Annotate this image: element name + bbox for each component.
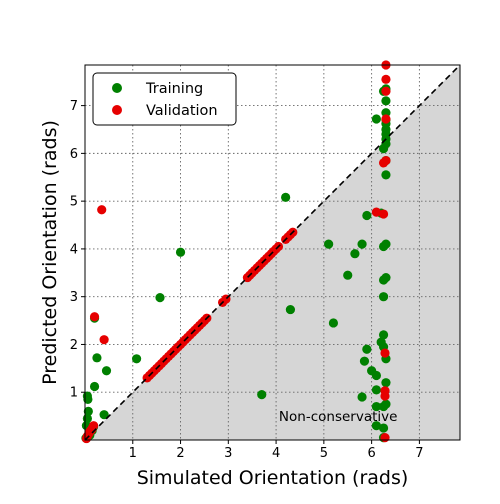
legend-label: Validation [146, 103, 218, 119]
training-point [257, 390, 267, 400]
training-point [101, 366, 112, 376]
legend-box [92, 72, 237, 126]
training-point [285, 304, 296, 315]
training-point [362, 210, 372, 221]
training-point [155, 293, 165, 303]
training-point [359, 356, 370, 366]
training-point [381, 272, 391, 283]
training-point [357, 239, 367, 249]
x-tick-label: 4 [272, 446, 280, 461]
y-tick-label: 3 [70, 290, 78, 305]
x-tick-label: 7 [415, 446, 423, 461]
validation-point [381, 74, 391, 84]
validation-point [381, 155, 391, 166]
x-tick-label: 2 [176, 446, 184, 461]
training-point [371, 421, 382, 431]
y-tick-label: 4 [70, 242, 78, 257]
y-tick-label: 5 [70, 195, 78, 210]
y-tick-label: 2 [70, 338, 78, 353]
training-point [371, 114, 382, 124]
training-point [350, 249, 360, 259]
training-point [378, 423, 389, 433]
y-axis-label: Predicted Orientation (rads) [39, 120, 61, 385]
training-point [328, 318, 339, 328]
training-point [131, 354, 142, 364]
training-point [281, 192, 291, 202]
training-point [381, 378, 391, 388]
training-point [381, 96, 391, 106]
training-point [92, 353, 102, 363]
validation-point [380, 348, 390, 358]
validation-point [371, 207, 382, 217]
training-point [378, 292, 389, 302]
validation-point [380, 433, 390, 443]
grid-lines [85, 65, 460, 440]
axis-ticks: 1 2 3 4 5 6 7 1 2 3 4 5 6 7 [70, 99, 424, 461]
validation-point [97, 205, 107, 215]
legend-marker [112, 105, 122, 115]
y-tick-label: 7 [70, 99, 78, 114]
validation-point [381, 114, 391, 124]
training-point [343, 270, 353, 280]
legend-label: Training [145, 81, 203, 97]
x-axis-label: Simulated Orientation (rads) [137, 467, 409, 489]
x-tick-label: 5 [320, 446, 328, 461]
validation-point [380, 391, 390, 401]
y-tick-label: 1 [70, 386, 78, 401]
x-tick-label: 6 [367, 446, 375, 461]
training-point [362, 344, 372, 354]
training-point [381, 399, 391, 409]
training-point [381, 239, 391, 249]
training-point [83, 406, 93, 416]
identity-line [84, 64, 461, 441]
identity-dashed-line [84, 64, 461, 441]
validation-point [378, 209, 389, 219]
x-tick-label: 1 [129, 446, 137, 461]
legend-marker [112, 83, 122, 93]
training-point [371, 401, 382, 412]
training-point [357, 392, 367, 402]
non-conservative-annotation: Non-conservative [279, 409, 398, 425]
training-point [82, 391, 92, 401]
training-point [89, 381, 100, 392]
x-tick-label: 3 [224, 446, 232, 461]
training-point [324, 239, 334, 249]
training-point [371, 385, 382, 395]
validation-point [88, 421, 99, 431]
training-point [378, 330, 389, 340]
training-point [371, 370, 382, 381]
training-point [381, 170, 391, 180]
validation-point [99, 335, 109, 345]
y-tick-label: 6 [70, 147, 78, 162]
plot-area-frame [84, 64, 461, 441]
training-point [381, 139, 391, 149]
validation-point [381, 86, 391, 96]
training-point [175, 247, 186, 257]
legend: Training Validation [92, 72, 237, 126]
validation-point [89, 312, 100, 322]
training-point [99, 410, 109, 420]
